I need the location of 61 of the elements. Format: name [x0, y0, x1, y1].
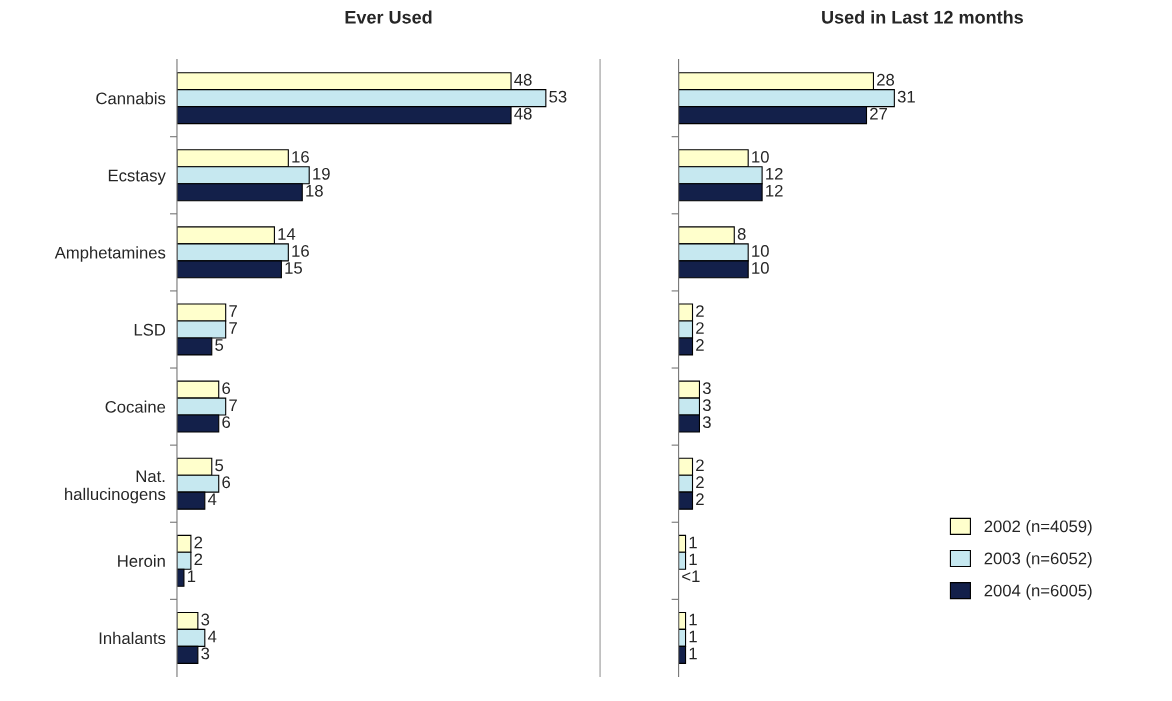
data-label: 6 [222, 476, 231, 489]
y-tick-label: LSD [134, 323, 166, 336]
chart-title: Ever Used [345, 10, 432, 24]
data-label: 6 [222, 382, 231, 395]
data-label: 48 [514, 73, 532, 86]
y-tick-label: Amphetamines [54, 246, 166, 262]
y-tick-label: Cocaine [105, 400, 166, 413]
data-label: 10 [752, 262, 769, 274]
data-label: 2 [696, 305, 704, 317]
data-label: 2 [696, 339, 704, 351]
data-label: 3 [702, 399, 711, 412]
data-label: 1 [689, 630, 697, 643]
data-label: 53 [549, 90, 567, 103]
data-label: 2 [194, 553, 203, 566]
data-label: 5 [215, 339, 224, 351]
data-label: 15 [285, 262, 302, 274]
data-label: 4 [207, 630, 217, 643]
data-label: 10 [752, 245, 769, 257]
y-tick-label: Inhalants [99, 631, 166, 645]
data-label: 3 [702, 416, 711, 429]
data-label: 1 [187, 570, 196, 583]
data-label: 7 [229, 305, 237, 317]
data-label: 1 [689, 553, 697, 566]
text: <1 [682, 570, 700, 583]
data-label: 3 [201, 613, 210, 626]
data-label: 2 [696, 476, 704, 488]
data-label: 3 [201, 647, 210, 660]
legend-label: 2003 (n=6052) [984, 552, 1092, 568]
y-tick-label: Nat. hallucinogens [65, 470, 166, 504]
data-label: 16 [292, 150, 309, 163]
data-label: 28 [877, 73, 895, 86]
data-label: 1 [689, 536, 697, 549]
data-label: 2 [696, 322, 704, 334]
data-label: 3 [702, 382, 711, 395]
data-label: 31 [897, 90, 915, 103]
legend-label: 2004 (n=6005) [984, 584, 1092, 600]
data-label: 12 [766, 184, 783, 197]
data-label: 48 [514, 107, 532, 120]
data-label: 14 [278, 228, 296, 240]
data-label: 2 [194, 536, 203, 549]
data-label: 16 [292, 245, 309, 257]
data-label: 18 [306, 184, 323, 197]
y-tick-label: Cannabis [96, 92, 166, 105]
data-label: 12 [766, 167, 783, 180]
data-label: 2 [696, 459, 704, 472]
data-label: 7 [229, 399, 237, 411]
data-label: 19 [313, 167, 330, 180]
data-label: 8 [737, 228, 746, 240]
data-label: 5 [215, 459, 224, 472]
data-label: 2 [696, 493, 704, 505]
data-label: 4 [207, 493, 217, 505]
data-label: 1 [689, 613, 697, 626]
legend-label: 2002 (n=4059) [984, 519, 1092, 536]
data-label: 10 [752, 150, 769, 163]
data-label: 7 [229, 322, 237, 334]
data-label: 6 [222, 416, 231, 429]
chart-title: Used in Last 12 months [822, 10, 1023, 24]
y-tick-label: Heroin [118, 554, 165, 567]
data-label: 27 [870, 107, 887, 120]
data-label: 1 [689, 647, 697, 660]
y-tick-label: Ecstasy [108, 169, 166, 185]
